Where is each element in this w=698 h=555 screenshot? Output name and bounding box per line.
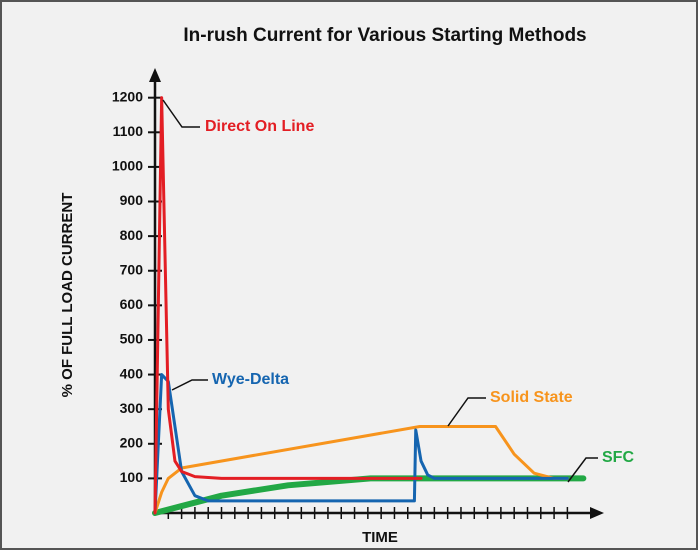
- y-tick-label: 300: [120, 400, 144, 416]
- y-tick-label: 1200: [112, 88, 143, 104]
- leader-line: [567, 457, 598, 483]
- y-tick-label: 700: [120, 261, 144, 277]
- x-axis-label: TIME: [362, 529, 398, 546]
- chart-title: In-rush Current for Various Starting Met…: [183, 25, 586, 46]
- series-label: Direct On Line: [205, 118, 314, 135]
- series-line: [153, 96, 423, 515]
- y-tick-label: 400: [120, 365, 144, 381]
- leader-line: [162, 99, 200, 128]
- x-axis-arrow: [590, 507, 604, 519]
- series-label: Solid State: [490, 389, 573, 406]
- y-axis-arrow: [149, 68, 161, 82]
- leader-line: [171, 379, 208, 391]
- y-tick-label: 800: [120, 227, 144, 243]
- y-axis-label: % OF FULL LOAD CURRENT: [59, 193, 76, 398]
- y-tick-label: 900: [120, 192, 144, 208]
- y-tick-label: 100: [120, 469, 144, 485]
- series-label: Wye-Delta: [212, 371, 289, 388]
- y-tick-label: 600: [120, 296, 144, 312]
- y-tick-label: 1100: [113, 123, 144, 139]
- y-tick-label: 500: [120, 331, 144, 347]
- series-label: SFC: [602, 449, 634, 466]
- y-tick-label: 1000: [112, 158, 143, 174]
- series-line: [153, 424, 569, 515]
- y-tick-label: 200: [120, 434, 144, 450]
- leader-line: [447, 397, 486, 427]
